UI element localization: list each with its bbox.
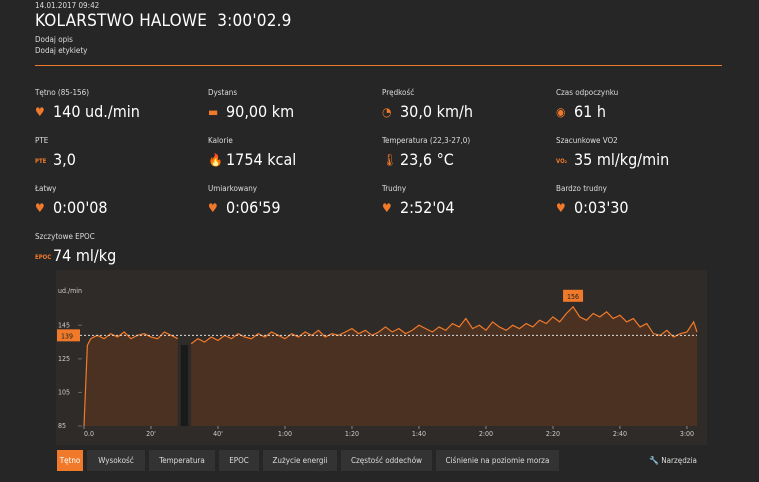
tab[interactable]: Częstość oddechów: [341, 450, 432, 471]
tab[interactable]: Wysokość: [87, 450, 145, 471]
stat-value: 140 ud./min: [53, 102, 140, 121]
stat-icon: 🌡: [382, 153, 398, 167]
tab[interactable]: Temperatura: [149, 450, 215, 471]
stat-range: (22,3-27,0): [429, 136, 471, 145]
x-tick-label: 1:00: [278, 430, 292, 438]
y-tick-label: 145: [58, 321, 70, 329]
stat-name: Prędkość: [382, 88, 415, 97]
stat-name: Trudny: [382, 184, 407, 193]
average-label: 139: [61, 332, 73, 340]
date: 14.01.2017 09:42: [35, 1, 100, 10]
stat-label: Bardzo trudny: [556, 184, 607, 193]
stat-value: 23,6 °C: [400, 150, 454, 169]
duration: 3:00'02.9: [217, 11, 292, 31]
stat-label: Czas odpoczynku: [556, 88, 618, 97]
stat-label: Łatwy: [35, 184, 56, 193]
stat-value: 0:00'08: [53, 198, 108, 217]
stat-icon: ♥: [35, 105, 45, 119]
tab[interactable]: EPOC: [219, 450, 259, 471]
x-tick-label: 0.0: [84, 430, 94, 438]
y-tick-label: 125: [58, 355, 70, 363]
stat-icon: ▬: [208, 105, 219, 119]
stat-icon: PTE: [35, 158, 47, 165]
stat-icon: EPOC: [35, 254, 52, 261]
x-tick-label: 2:00: [479, 430, 493, 438]
stat-value: 61 h: [574, 102, 607, 121]
stat-icon: 🔥: [208, 153, 223, 167]
divider: [35, 65, 722, 66]
stat-label: Temperatura (22,3-27,0): [382, 136, 470, 145]
stat-label: Szczytowe EPOC: [35, 232, 95, 241]
x-tick-label: 2:20: [546, 430, 560, 438]
stat-label: PTE: [35, 136, 48, 145]
stat-value: 0:06'59: [226, 198, 281, 217]
stat-range: (85-156): [57, 88, 90, 97]
add-tags[interactable]: Dodaj etykiety: [35, 46, 88, 55]
stat-name: PTE: [35, 136, 49, 145]
stat-icon: ♥: [35, 201, 45, 215]
stat-icon: VO₂: [556, 158, 568, 165]
x-tick-label: 1:40: [412, 430, 426, 438]
tab[interactable]: Zużycie energii: [263, 450, 337, 471]
stat-value: 35 ml/kg/min: [574, 150, 670, 169]
add-description[interactable]: Dodaj opis: [35, 35, 73, 44]
stat-value: 0:03'30: [574, 198, 629, 217]
tab[interactable]: Tętno: [57, 450, 83, 471]
x-tick-label: 1:20: [345, 430, 359, 438]
stat-label: Dystans: [208, 88, 237, 97]
stat-value: 74 ml/kg: [53, 246, 117, 265]
stat-name: Szacunkowe VO2: [556, 136, 618, 145]
x-tick-label: 20': [146, 430, 156, 438]
stat-name: Umiarkowany: [208, 184, 258, 193]
activity: KOLARSTWO HALOWE: [35, 11, 208, 31]
stat-name: Dystans: [208, 88, 238, 97]
stat-name: Tętno: [35, 88, 56, 97]
stat-label: Kalorie: [208, 136, 233, 145]
stat-label: Szacunkowe VO2: [556, 136, 618, 145]
y-tick-label: 85: [58, 422, 66, 430]
stat-name: Łatwy: [35, 184, 57, 193]
tools-label[interactable]: Narzędzia: [661, 456, 697, 465]
stat-value: 90,00 km: [226, 102, 295, 121]
stat-value: 30,0 km/h: [400, 102, 473, 121]
y-axis-label: ud./min: [58, 287, 82, 295]
stat-value: 2:52'04: [400, 198, 455, 217]
stat-label: Trudny: [382, 184, 406, 193]
stat-value: 1754 kcal: [226, 150, 297, 169]
x-tick-label: 2:40: [613, 430, 627, 438]
stat-name: Bardzo trudny: [556, 184, 607, 193]
stat-icon: ◉: [556, 105, 566, 119]
max-label: 156: [567, 293, 579, 301]
line-area: [191, 306, 697, 426]
line-area: [84, 331, 178, 426]
stat-name: Czas odpoczynku: [556, 88, 619, 97]
stat-icon: ♥: [208, 201, 218, 215]
tools[interactable]: 🔧 Narzędzia: [649, 456, 697, 465]
stat-label: Umiarkowany: [208, 184, 257, 193]
title: KOLARSTWO HALOWE 3:00'02.9: [35, 11, 292, 31]
stat-icon: ♥: [382, 201, 392, 215]
tab[interactable]: Ciśnienie na poziomie morza: [436, 450, 559, 471]
stat-name: Temperatura: [382, 136, 428, 145]
line: [190, 305, 698, 345]
x-tick-label: 3:00: [680, 430, 694, 438]
stat-value: 3,0: [53, 150, 76, 169]
x-tick-label: 40': [213, 430, 223, 438]
average-tag: [57, 329, 80, 342]
stat-name: Kalorie: [208, 136, 233, 145]
stat-label: Tętno (85-156): [35, 88, 89, 97]
stat-name: Szczytowe EPOC: [35, 232, 95, 241]
stat-icon: ♥: [556, 201, 566, 215]
max-tag: [563, 289, 584, 302]
stat-icon: ◔: [382, 105, 392, 119]
gap: [180, 345, 189, 426]
stat-label: Prędkość: [382, 88, 414, 97]
y-tick-label: 105: [58, 388, 70, 396]
